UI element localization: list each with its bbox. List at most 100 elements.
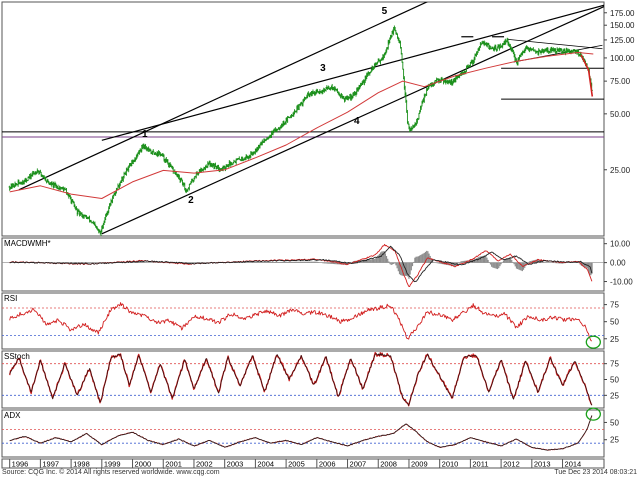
macd-histogram-bar [491, 263, 492, 267]
macd-histogram-bar [84, 263, 85, 264]
macd-histogram-bar [289, 262, 290, 263]
macd-histogram-bar [426, 251, 427, 263]
macd-histogram-bar [250, 262, 251, 263]
rsi-axis-tick-label: 50 [610, 318, 619, 327]
footer-timestamp: Tue Dec 23 2014 08:03:21 [554, 469, 637, 476]
macd-histogram-bar [516, 263, 517, 269]
macd-histogram-bar [530, 261, 531, 263]
macd-histogram-bar [252, 262, 253, 263]
price-axis-tick-label: 100.00 [610, 54, 635, 63]
macd-histogram-bar [389, 263, 390, 265]
macd-histogram-bar [300, 262, 301, 263]
macd-histogram-bar [326, 263, 327, 264]
macd-histogram-bar [256, 262, 257, 263]
time-axis-label: 2003 [227, 460, 244, 469]
macd-histogram-bar [295, 262, 296, 263]
adx-title: ADX [4, 411, 21, 420]
macd-histogram-bar [419, 256, 420, 263]
macd-histogram-bar [372, 259, 373, 262]
macd-histogram-bar [262, 262, 263, 263]
time-axis-label: 1997 [42, 460, 59, 469]
macd-histogram-bar [257, 262, 258, 263]
macd-histogram-bar [313, 262, 314, 263]
macd-histogram-bar [144, 262, 145, 263]
macd-histogram-bar [503, 260, 504, 262]
macd-histogram-bar [440, 263, 441, 264]
macd-histogram-bar [375, 258, 376, 263]
macd-histogram-bar [374, 259, 375, 263]
wave-label-5: 5 [382, 6, 388, 17]
macd-histogram-bar [283, 262, 284, 263]
macd-histogram-bar [412, 263, 413, 267]
macd-histogram-bar [522, 263, 523, 272]
macd-histogram-bar [270, 262, 271, 263]
macd-histogram-bar [309, 262, 310, 263]
macd-histogram-bar [273, 262, 274, 263]
macd-histogram-bar [307, 262, 308, 263]
macd-histogram-bar [486, 258, 487, 263]
time-axis-label: 2005 [288, 460, 305, 469]
macd-histogram-bar [333, 263, 334, 264]
macd-histogram-bar [397, 263, 398, 269]
macd-axis-tick-label: -10.00 [610, 278, 633, 287]
macd-histogram-bar [369, 259, 370, 262]
price-axis-tick-label: 25.00 [610, 166, 631, 175]
macd-histogram-bar [529, 261, 530, 262]
time-axis-label: 2006 [319, 460, 336, 469]
macd-histogram-bar [269, 262, 270, 263]
macd-histogram-bar [314, 262, 315, 263]
macd-histogram-bar [490, 263, 491, 265]
macd-histogram-bar [303, 262, 304, 263]
macd-axis-tick-label: 0.00 [610, 259, 626, 268]
macd-histogram-bar [555, 263, 556, 264]
macd-histogram-bar [518, 263, 519, 270]
macd-histogram-bar [437, 263, 438, 264]
time-axis-label: 2008 [380, 460, 397, 469]
macd-histogram-bar [288, 262, 289, 263]
macd-histogram-bar [335, 263, 336, 265]
macd-histogram-bar [418, 256, 419, 262]
macd-histogram-bar [308, 262, 309, 263]
macd-histogram-bar [281, 262, 282, 263]
macd-histogram-bar [371, 259, 372, 262]
macd-histogram-bar [421, 254, 422, 262]
wave-label-3: 3 [320, 63, 326, 74]
macd-histogram-bar [323, 263, 324, 264]
time-axis-label: 2002 [196, 460, 213, 469]
macd-axis-tick-label: 10.00 [610, 240, 631, 249]
macd-histogram-bar [511, 260, 512, 263]
macd-histogram-bar [543, 262, 544, 263]
macd-histogram-bar [275, 262, 276, 263]
macd-histogram-bar [316, 262, 317, 263]
macd-histogram-bar [495, 263, 496, 269]
footer-source: Source: CQG Inc. © 2014 All rights reser… [2, 469, 220, 476]
macd-histogram-bar [294, 262, 295, 263]
macd-histogram-bar [424, 253, 425, 263]
macd-histogram-bar [439, 263, 440, 264]
macd-histogram-bar [395, 263, 396, 266]
macd-histogram-bar [261, 262, 262, 263]
macd-histogram-bar [317, 262, 318, 263]
wave-label-2: 2 [188, 195, 194, 206]
time-axis-label: 2011 [472, 460, 488, 469]
macd-histogram-bar [430, 256, 431, 263]
macd-histogram-bar [311, 262, 312, 263]
macd-histogram-bar [393, 263, 394, 264]
macd-histogram-bar [293, 262, 294, 263]
macd-histogram-bar [388, 261, 389, 262]
macd-histogram-bar [557, 263, 558, 264]
macd-histogram-bar [267, 262, 268, 263]
macd-histogram-bar [414, 258, 415, 263]
macd-histogram-bar [382, 251, 383, 262]
macd-histogram-bar [249, 262, 250, 263]
macd-histogram-bar [263, 262, 264, 263]
macd-histogram-bar [438, 263, 439, 264]
macd-histogram-bar [381, 251, 382, 262]
stochastic-axis-tick-label: 75 [610, 360, 619, 369]
macd-histogram-bar [514, 263, 515, 265]
macd-histogram-bar [488, 260, 489, 263]
price-axis-tick-label: 150.00 [610, 21, 635, 30]
macd-histogram-bar [373, 259, 374, 263]
macd-histogram-bar [417, 257, 418, 263]
macd-histogram-bar [291, 262, 292, 263]
